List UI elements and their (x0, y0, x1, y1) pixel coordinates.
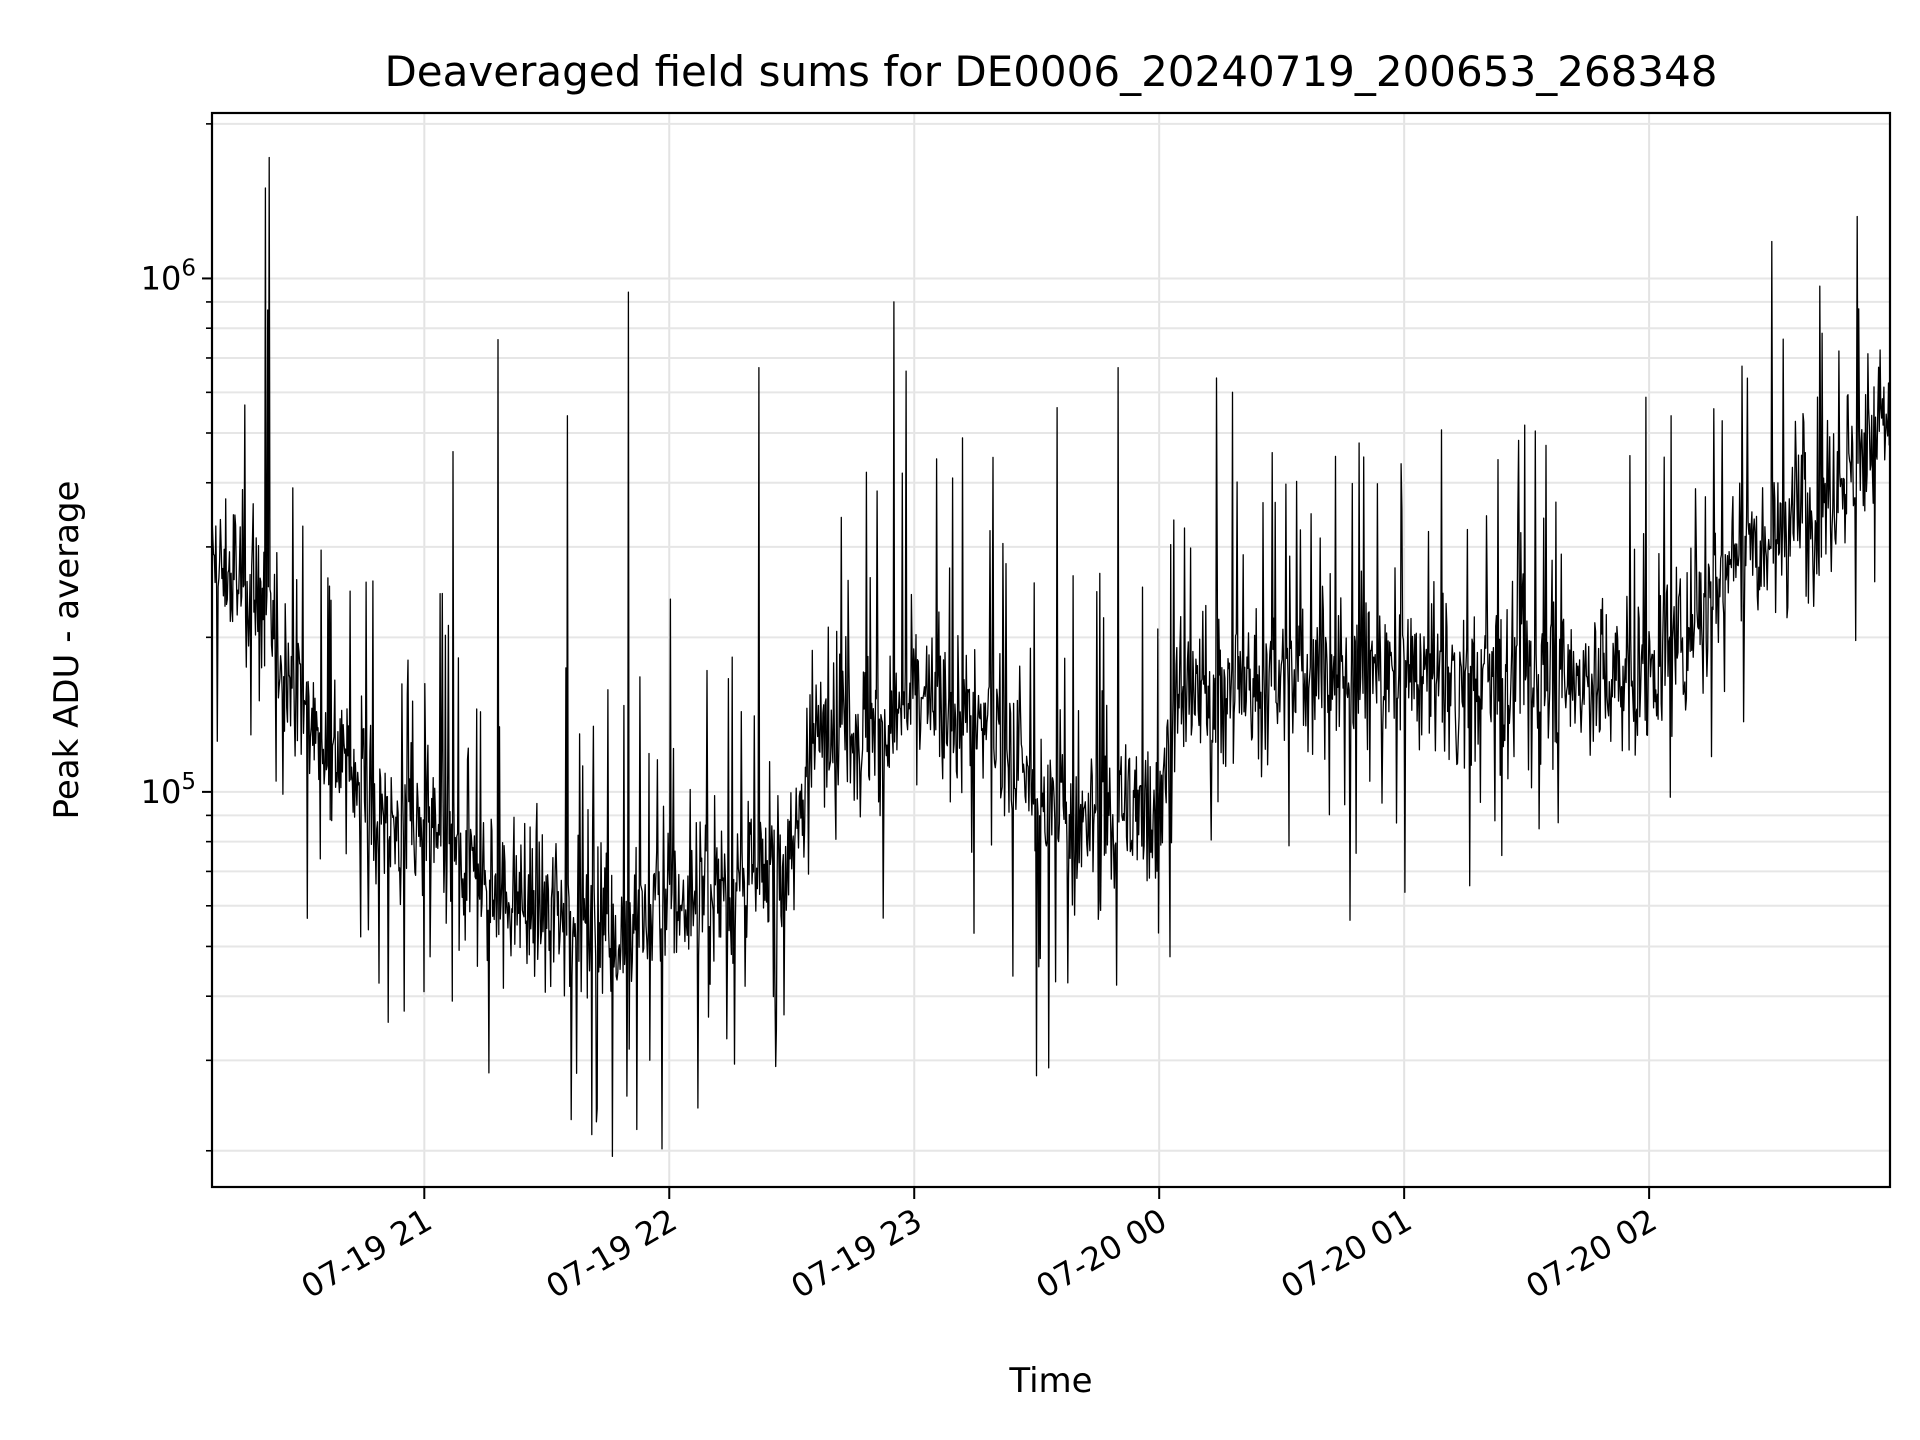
plot-area (212, 156, 1890, 1158)
plot-frame (210, 111, 1892, 1189)
chart-title: Deaveraged field sums for DE0006_2024071… (384, 47, 1717, 96)
x-axis-label: Time (1008, 1361, 1092, 1401)
y-tick-label: 105 (141, 769, 196, 811)
y-axis: 105 106 (141, 123, 212, 1152)
y-tick-label: 106 (141, 255, 196, 297)
y-axis-label: Peak ADU - average (47, 481, 87, 820)
series-line (212, 156, 1890, 1158)
